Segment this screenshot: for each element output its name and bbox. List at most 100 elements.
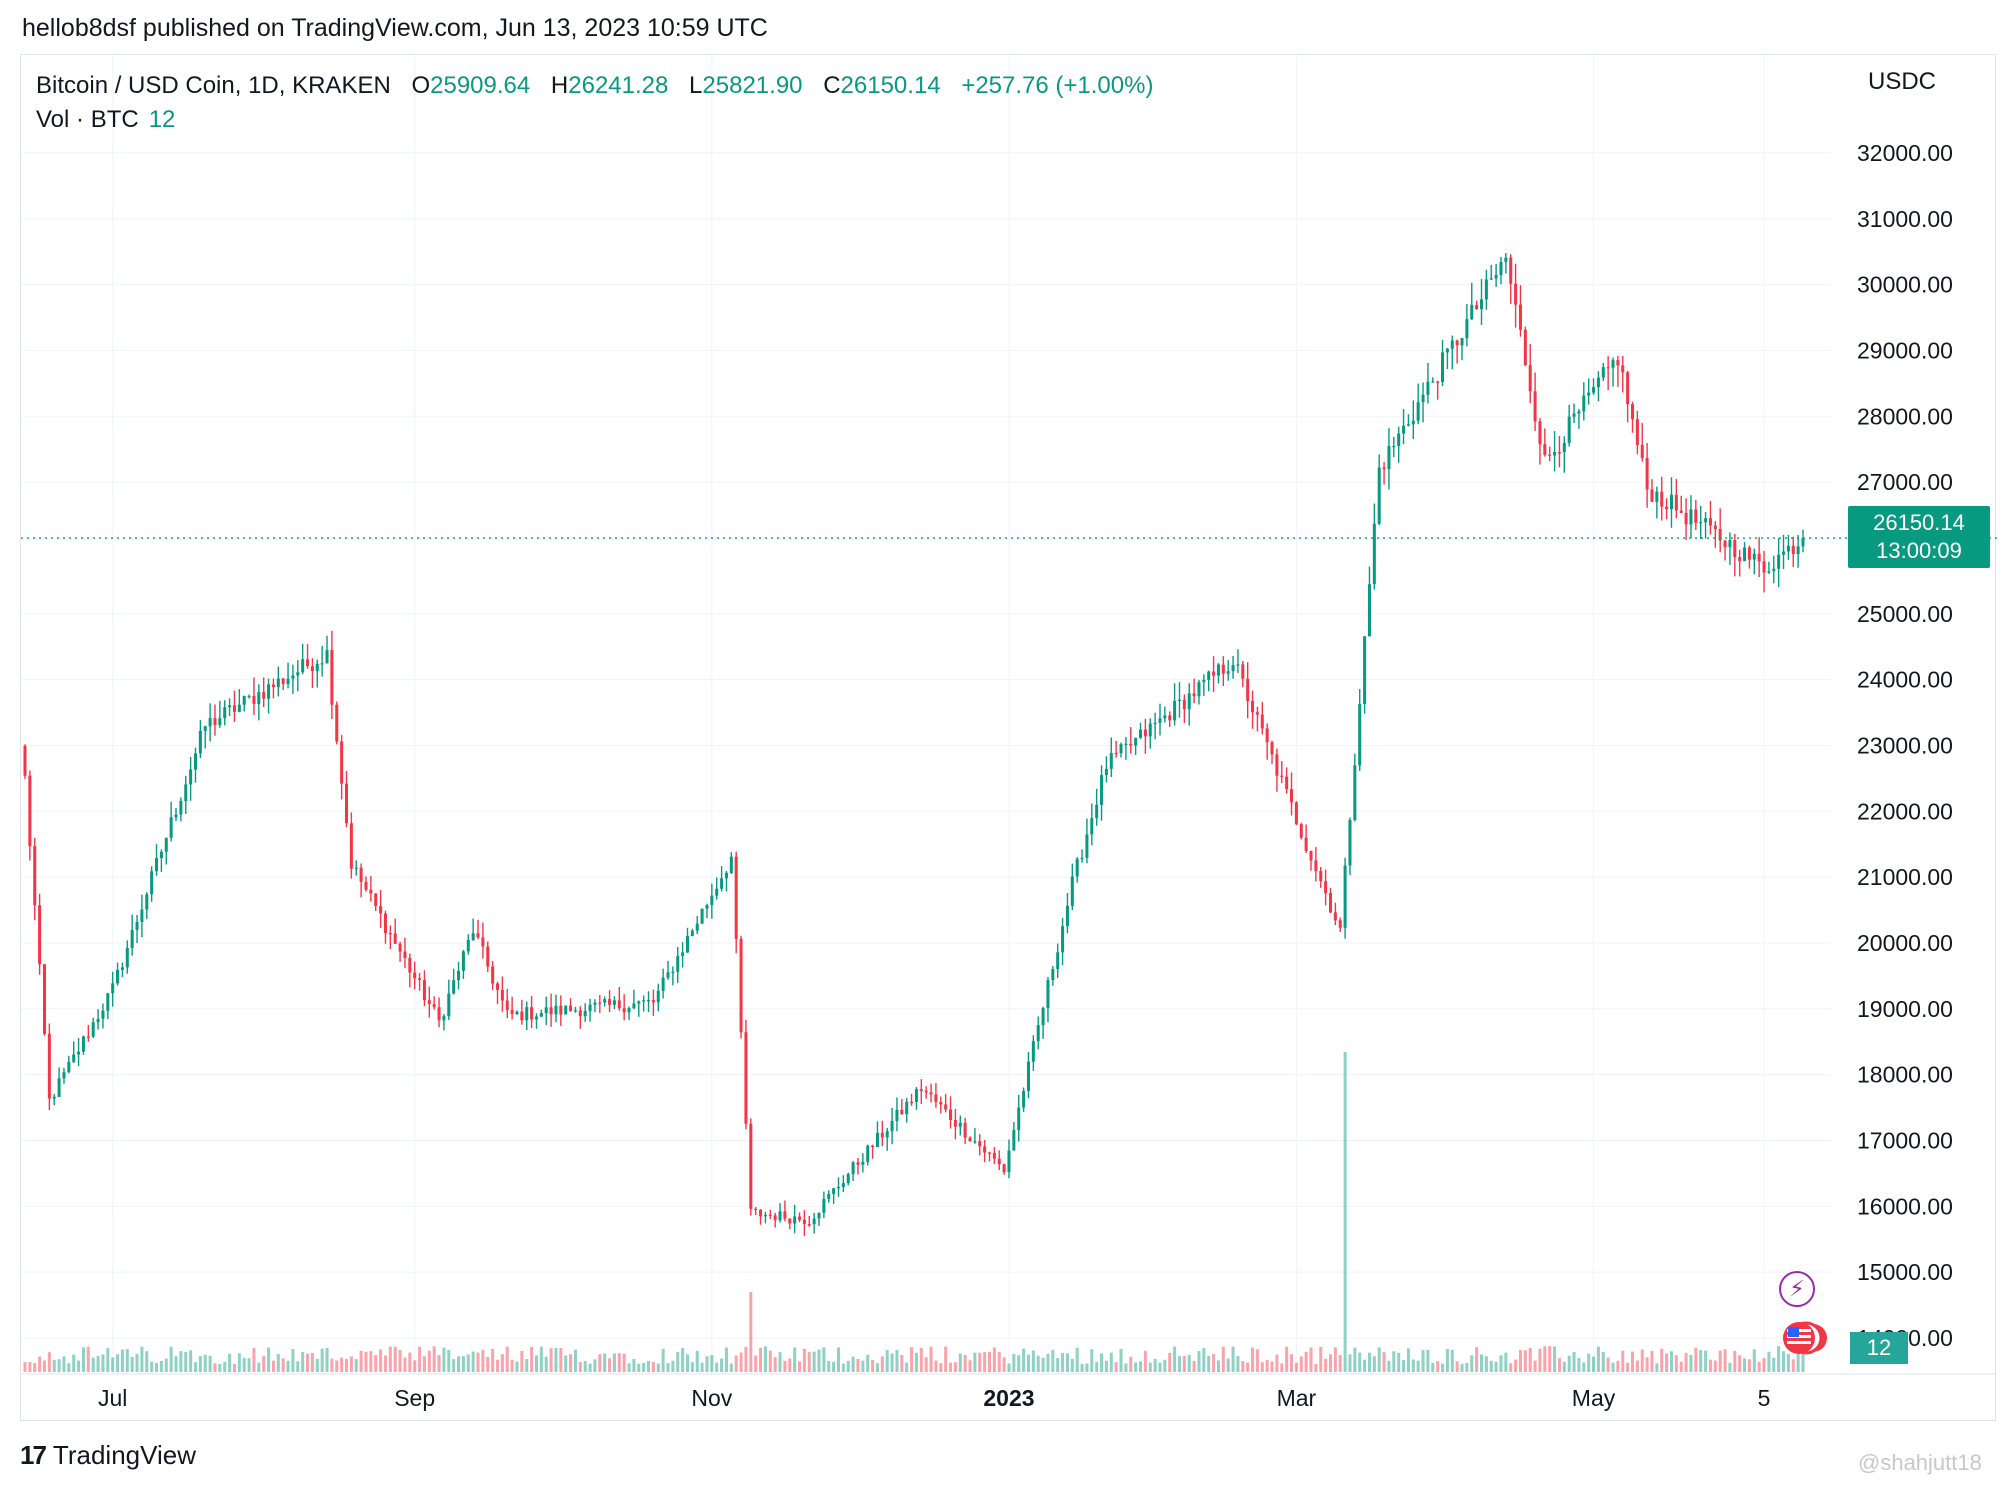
volume-bar	[1777, 1346, 1781, 1372]
volume-bar	[447, 1349, 451, 1372]
candle-body	[1704, 518, 1708, 523]
volume-bar	[1640, 1349, 1644, 1372]
volume-bar	[267, 1347, 271, 1372]
candle-body	[369, 889, 373, 894]
candle-body	[135, 921, 139, 930]
candle-body	[651, 1000, 655, 1003]
candle-body	[310, 666, 314, 672]
candle-body	[1431, 381, 1435, 383]
candle-body	[101, 1010, 105, 1019]
candle-body	[1592, 387, 1596, 393]
volume-bar	[1465, 1362, 1469, 1372]
candle-body	[1304, 837, 1308, 851]
volume-bar	[617, 1353, 621, 1372]
candle-body	[1416, 402, 1420, 421]
candle-body	[1450, 340, 1454, 349]
candle-body	[77, 1051, 81, 1055]
candle-body	[340, 741, 344, 784]
candle-body	[1085, 834, 1089, 858]
candle-body	[359, 867, 363, 882]
candle-body	[958, 1122, 962, 1127]
candle-body	[705, 904, 709, 909]
candle-body	[778, 1211, 782, 1221]
volume-bar	[1085, 1363, 1089, 1372]
candle-body	[1114, 752, 1118, 755]
us-flag-icon[interactable]	[1779, 1318, 1827, 1358]
candle-body	[1660, 491, 1664, 507]
volume-bar	[457, 1356, 461, 1372]
volume-bar	[1304, 1351, 1308, 1372]
candle-body	[1075, 858, 1079, 877]
volume-bar	[608, 1358, 612, 1372]
candle-body	[247, 695, 251, 698]
chart-frame[interactable]: 32000.00 31000.00 30000.00 29000.00 28000.00…	[20, 54, 1997, 1422]
candle-body	[203, 726, 207, 731]
volume-bar	[1314, 1363, 1318, 1372]
volume-label[interactable]: Vol · BTC	[36, 106, 139, 133]
volume-bar	[1762, 1358, 1766, 1372]
candle-body	[963, 1122, 967, 1138]
candle-body	[671, 971, 675, 973]
volume-bar	[1635, 1360, 1639, 1372]
candle-body	[106, 993, 110, 1011]
candle-body	[608, 999, 612, 1005]
volume-bar	[1699, 1350, 1703, 1372]
candle-body	[1767, 571, 1771, 573]
lightning-icon[interactable]: ⚡	[1779, 1271, 1815, 1307]
volume-bar	[1270, 1361, 1274, 1372]
candle-body	[1436, 381, 1440, 383]
volume-bar	[427, 1350, 431, 1372]
volume-bar	[651, 1362, 655, 1372]
candle-body	[617, 1000, 621, 1009]
candle-body	[267, 684, 271, 699]
volume-bar	[461, 1356, 465, 1372]
candle-body	[383, 913, 387, 934]
candlestick-chart[interactable]: 32000.00 31000.00 30000.00 29000.00 28000.00…	[21, 55, 1997, 1422]
volume-bar	[534, 1355, 538, 1372]
candle-body	[1743, 547, 1747, 561]
candle-body	[588, 1004, 592, 1012]
volume-bar	[895, 1349, 899, 1372]
candle-body	[1226, 671, 1230, 674]
volume-bar	[1475, 1347, 1479, 1372]
symbol-title[interactable]: Bitcoin / USD Coin, 1D, KRAKEN	[36, 72, 391, 99]
candle-body	[130, 929, 134, 948]
volume-bar	[841, 1363, 845, 1372]
y-tick-label: 27000.00	[1857, 469, 1953, 495]
candle-body	[155, 858, 159, 872]
volume-bar	[203, 1354, 207, 1372]
candle-body	[836, 1187, 841, 1189]
volume-bar	[1377, 1347, 1381, 1372]
candle-body	[23, 745, 27, 776]
candle-body	[242, 696, 246, 705]
candle-body	[1221, 664, 1225, 674]
candle-body	[213, 718, 217, 725]
volume-bar	[773, 1357, 777, 1372]
candle-body	[1119, 744, 1123, 754]
volume-bar	[23, 1362, 27, 1372]
volume-bar	[515, 1361, 519, 1372]
candle-body	[262, 692, 266, 699]
candle-body	[1343, 865, 1347, 928]
volume-bar	[422, 1356, 426, 1372]
volume-bar	[1728, 1362, 1732, 1372]
candle-body	[1197, 682, 1201, 697]
volume-bar	[963, 1354, 967, 1372]
volume-bar	[495, 1359, 500, 1372]
volume-bar	[705, 1356, 709, 1372]
volume-bar	[1177, 1356, 1181, 1372]
candle-body	[1309, 850, 1313, 861]
candle-body	[179, 801, 183, 815]
x-tick-label: 5	[1758, 1385, 1771, 1411]
volume-bar	[198, 1356, 202, 1372]
volume-bar	[1445, 1349, 1449, 1372]
volume-bar	[116, 1354, 120, 1372]
tradingview-logo[interactable]: 17 TradingView	[20, 1440, 196, 1471]
close-value: 26150.14	[840, 72, 941, 99]
candle-body	[1669, 494, 1673, 510]
volume-bar	[476, 1352, 480, 1372]
volume-bar	[310, 1352, 314, 1372]
volume-bar	[1416, 1360, 1420, 1372]
candle-body	[1338, 920, 1342, 928]
candle-body	[997, 1158, 1001, 1165]
